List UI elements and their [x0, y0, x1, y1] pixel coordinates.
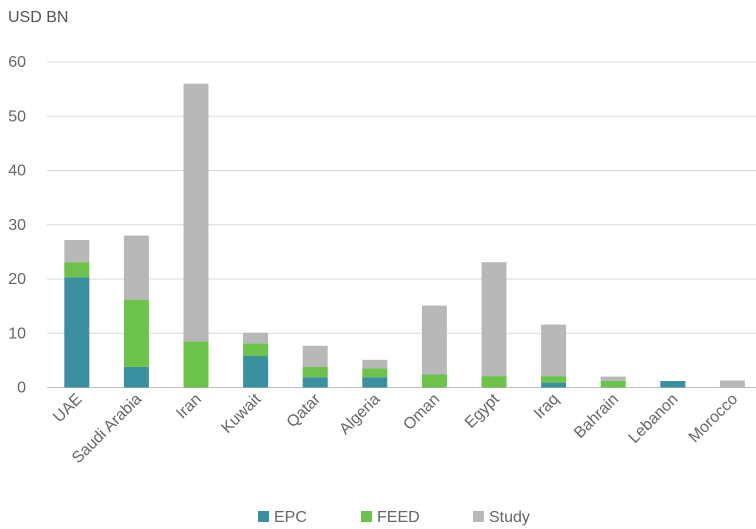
- x-tick-label: UAE: [50, 391, 85, 426]
- bar-study-uae: [64, 239, 90, 263]
- bar-feed-saudi-arabia: [123, 299, 149, 367]
- y-tick-label: 10: [8, 325, 26, 342]
- bar-epc-saudi-arabia: [123, 366, 149, 388]
- y-tick-label: 0: [17, 380, 26, 397]
- y-axis: 0 10 20 30 40 50 60: [8, 54, 26, 397]
- legend-swatch-study: [473, 511, 484, 522]
- x-tick-label: Kuwait: [218, 390, 264, 436]
- legend-swatch-epc: [258, 511, 269, 522]
- legend: EPC FEED Study: [258, 509, 530, 526]
- bar-feed-uae: [64, 262, 90, 278]
- x-tick-label: Bahrain: [571, 391, 622, 442]
- x-tick-label: Iran: [173, 391, 205, 423]
- bar-study-iran: [183, 83, 209, 342]
- bar-study-morocco: [719, 380, 745, 388]
- y-tick-label: 60: [8, 54, 26, 71]
- bar-epc-uae: [64, 277, 90, 388]
- bar-feed-qatar: [302, 366, 328, 378]
- x-tick-label: Algeria: [336, 391, 383, 438]
- bars: [64, 83, 745, 388]
- bar-epc-iraq: [541, 382, 567, 388]
- bar-study-iraq: [541, 324, 567, 377]
- bar-epc-algeria: [362, 377, 388, 388]
- y-tick-label: 40: [8, 163, 26, 180]
- bar-feed-oman: [421, 374, 447, 388]
- x-tick-label: Morocco: [686, 391, 741, 446]
- bar-feed-algeria: [362, 368, 388, 378]
- bar-feed-egypt: [481, 376, 507, 388]
- bar-epc-kuwait: [243, 356, 269, 388]
- y-axis-label: USD BN: [8, 9, 68, 26]
- legend-swatch-feed: [361, 511, 372, 522]
- legend-label-feed: FEED: [377, 509, 420, 526]
- x-tick-label: Iraq: [531, 391, 563, 423]
- bar-epc-qatar: [302, 377, 328, 388]
- bar-feed-iran: [183, 341, 209, 388]
- bar-study-bahrain: [600, 376, 626, 381]
- x-tick-label: Oman: [400, 391, 443, 434]
- x-tick-label: Egypt: [462, 390, 503, 431]
- bar-study-algeria: [362, 359, 388, 369]
- bar-study-egypt: [481, 262, 507, 377]
- gridlines: [47, 61, 756, 388]
- bar-feed-iraq: [541, 376, 567, 383]
- bar-study-qatar: [302, 345, 328, 367]
- bar-feed-bahrain: [600, 380, 626, 388]
- bar-feed-kuwait: [243, 343, 269, 357]
- x-tick-label: Lebanon: [626, 391, 682, 447]
- y-tick-label: 50: [8, 108, 26, 125]
- bar-study-oman: [421, 305, 447, 375]
- y-tick-label: 20: [8, 271, 26, 288]
- bar-epc-lebanon: [660, 380, 686, 388]
- legend-label-epc: EPC: [274, 509, 307, 526]
- x-tick-label: Qatar: [284, 390, 325, 431]
- bar-study-kuwait: [243, 332, 269, 344]
- y-tick-label: 30: [8, 217, 26, 234]
- legend-label-study: Study: [489, 509, 530, 526]
- bar-study-saudi-arabia: [123, 235, 149, 300]
